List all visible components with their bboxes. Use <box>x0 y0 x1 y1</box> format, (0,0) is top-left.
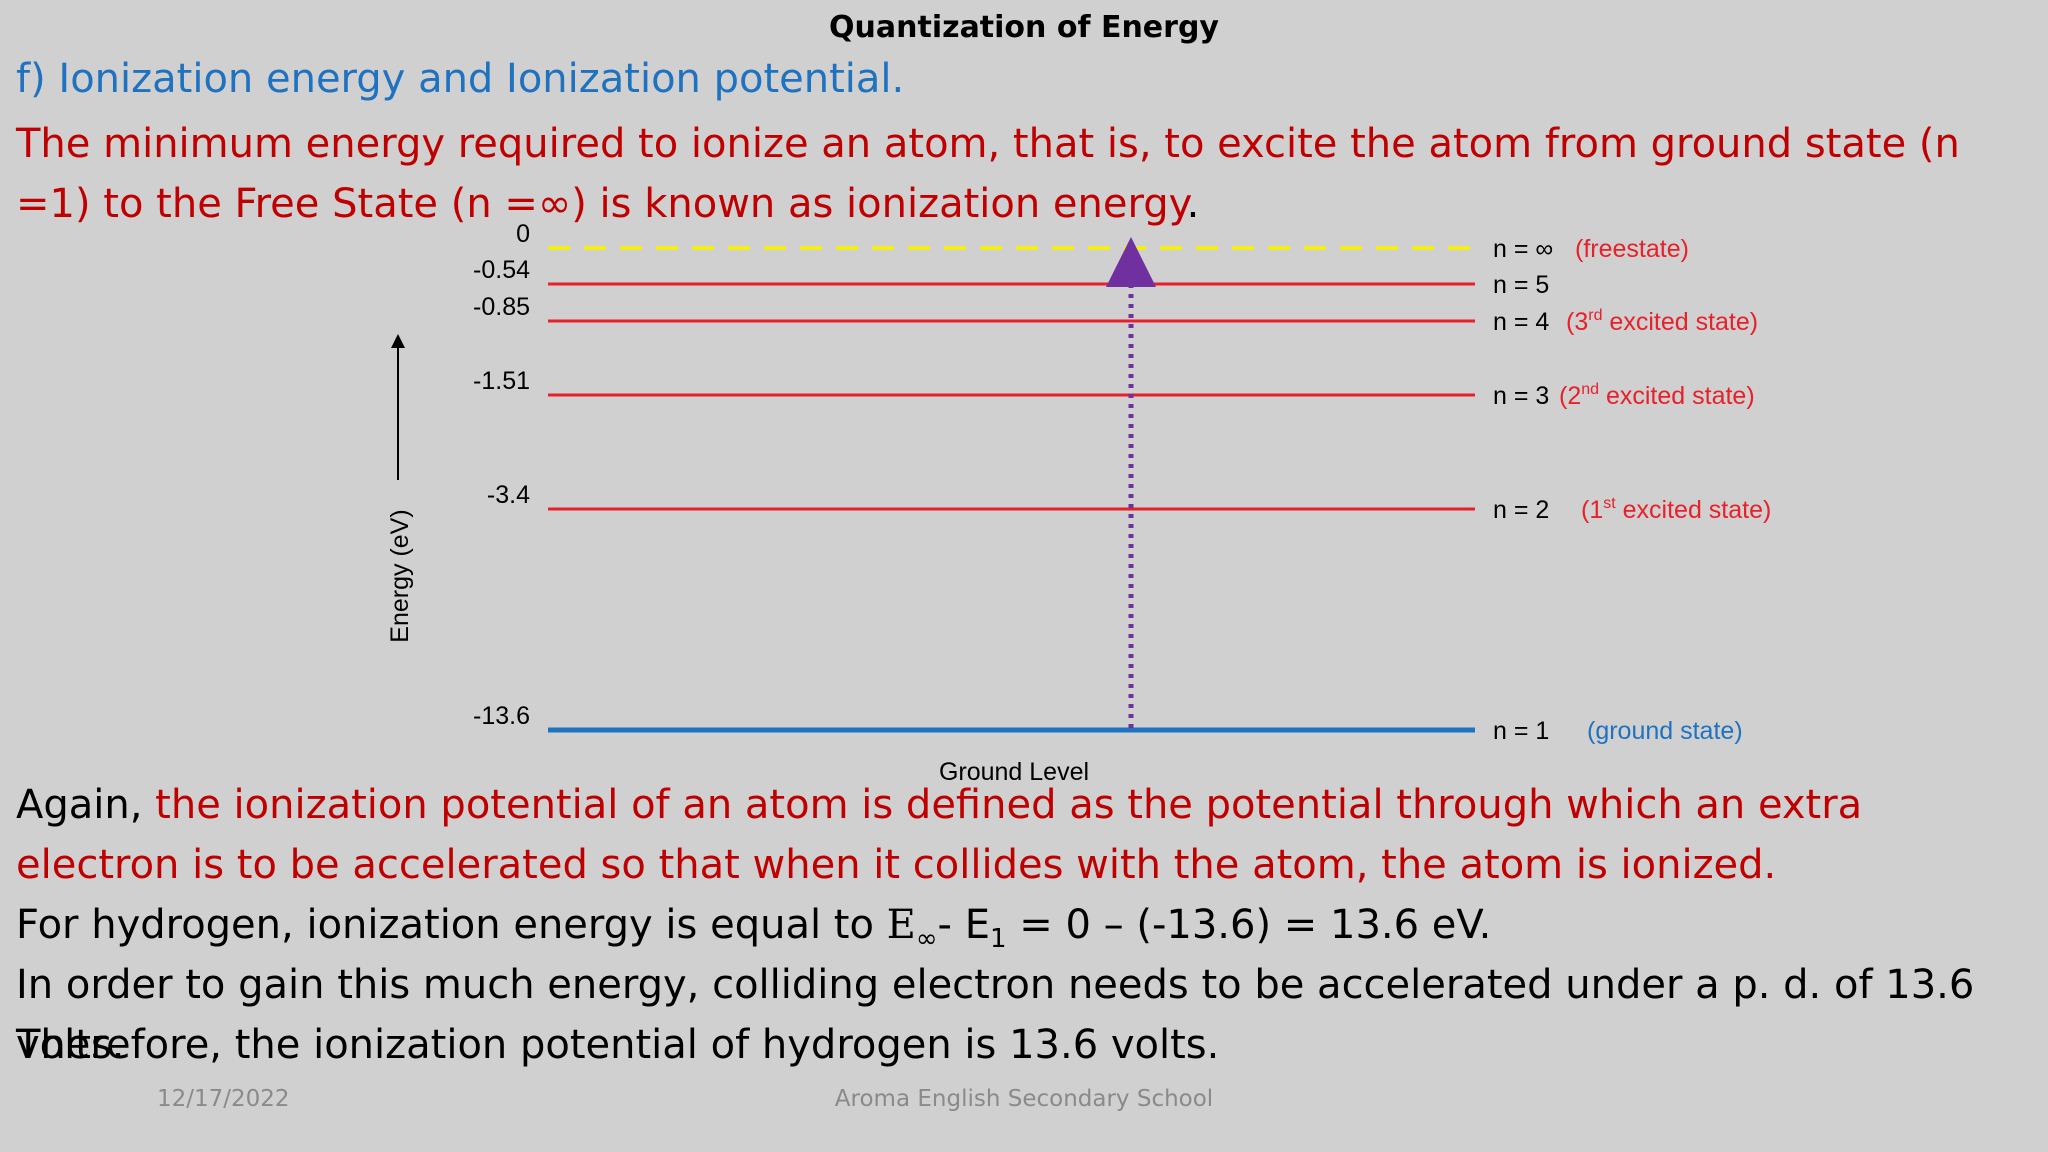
section-heading: f) Ionization energy and Ionization pote… <box>16 56 905 102</box>
para2-one-sub: 1 <box>989 924 1007 954</box>
state-label: (2nd excited state) <box>1559 381 1755 410</box>
energy-levels: 0 n = ∞ (freestate) -0.54 n = 5 -0.85 n = 4 (3r… <box>473 220 1771 745</box>
para2-post: = 0 – (-13.6) = 13.6 eV. <box>1006 902 1492 948</box>
quantum-number-label: n = 4 <box>1493 308 1549 336</box>
para2-E: E <box>886 902 916 948</box>
para1-lead: Again, <box>16 782 156 828</box>
accelerated-electron-line: In order to gain this much energy, colli… <box>16 962 1975 1068</box>
energy-axis-label: Energy (eV) <box>386 509 414 642</box>
energy-value-label: -0.85 <box>473 293 530 321</box>
state-label: (ground state) <box>1587 717 1743 745</box>
quantum-number-label: n = 1 <box>1493 717 1549 745</box>
definition-end: . <box>1186 181 1200 227</box>
energy-value-label: -0.54 <box>473 256 530 284</box>
slide-title: Quantization of Energy <box>829 10 1219 45</box>
para2-inf-sub: ∞ <box>915 924 938 954</box>
footer-date: 12/17/2022 <box>157 1086 290 1112</box>
energy-level-diagram: Energy (eV) 0 n = ∞ (freestate) -0.54 n = 5 -… <box>386 220 1771 786</box>
quantum-number-label: n = 2 <box>1493 496 1549 524</box>
state-label: (3rd excited state) <box>1566 307 1758 336</box>
para2-pre: For hydrogen, ionization energy is equal… <box>16 902 887 948</box>
quantum-number-label: n = 5 <box>1493 271 1549 299</box>
energy-value-label: 0 <box>516 220 530 248</box>
definition-red: The minimum energy required to ionize an… <box>16 121 1960 227</box>
definition-text: The minimum energy required to ionize an… <box>16 114 2026 234</box>
hydrogen-ionization-line: For hydrogen, ionization energy is equal… <box>16 895 2036 969</box>
para2-mid: - E <box>937 902 990 948</box>
conclusion-line: Therefore, the ionization potential of h… <box>16 1022 1220 1068</box>
energy-value-label: -3.4 <box>487 481 530 509</box>
ionization-potential-paragraph: Again, the ionization potential of an at… <box>16 775 2036 895</box>
energy-value-label: -13.6 <box>473 702 530 730</box>
quantum-number-label: n = 3 <box>1493 382 1549 410</box>
quantum-number-label: n = ∞ <box>1493 235 1553 263</box>
footer-school: Aroma English Secondary School <box>834 1086 1214 1112</box>
state-label: (freestate) <box>1575 235 1689 263</box>
energy-value-label: -1.51 <box>473 367 530 395</box>
ground-level-caption: Ground Level <box>939 758 1089 786</box>
state-label: (1st excited state) <box>1581 495 1771 524</box>
energy-axis-arrowhead <box>391 334 405 348</box>
para1-red: the ionization potential of an atom is d… <box>16 782 1863 888</box>
